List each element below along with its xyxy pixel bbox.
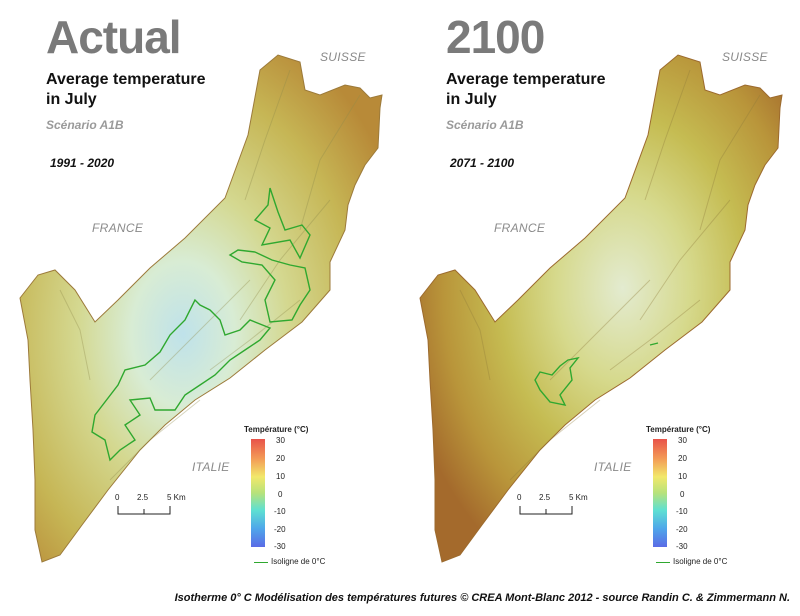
legend-tick: 30 <box>678 436 687 445</box>
legend-tick: -30 <box>676 542 688 551</box>
terrain-shape <box>19 54 383 563</box>
panel-2100: 2100 Average temperature in July Scénari… <box>400 0 800 585</box>
period-label: 2071 - 2100 <box>450 156 515 170</box>
terrain-map-actual <box>19 54 383 563</box>
scale-tick-0: 0 <box>517 493 522 502</box>
isoline-zero <box>91 187 311 462</box>
subtitle: Average temperature in July <box>446 70 646 110</box>
legend-title: Température (°C) <box>646 425 711 434</box>
scale-tick-mid: 2.5 <box>539 493 551 502</box>
country-suisse: SUISSE <box>320 50 366 64</box>
country-italie: ITALIE <box>594 460 632 474</box>
subtitle: Average temperature in July <box>46 70 246 110</box>
legend-tick: 10 <box>276 472 285 481</box>
country-france: FRANCE <box>92 221 144 235</box>
period-label: 1991 - 2020 <box>50 156 115 170</box>
isoline-swatch <box>254 562 268 563</box>
isoline-label: Isoligne de 0°C <box>673 557 728 566</box>
legend-tick: -10 <box>274 507 286 516</box>
legend-tick: 10 <box>678 472 687 481</box>
panel-title: Actual <box>46 11 182 63</box>
legend-title: Température (°C) <box>244 425 309 434</box>
scale-line <box>117 506 171 515</box>
terrain-map-2100 <box>419 54 783 563</box>
subtitle-line1: Average temperature <box>46 71 206 88</box>
isoline-zero <box>534 342 659 406</box>
subtitle-line2: in July <box>46 91 97 108</box>
scale-tick-end: 5 Km <box>569 493 588 502</box>
scale-line <box>519 506 573 515</box>
legend-tick: 20 <box>276 454 285 463</box>
subtitle-line2: in July <box>446 91 497 108</box>
scenario-label: Scénario A1B <box>46 118 124 132</box>
legend-tick: 0 <box>680 490 685 499</box>
caption: Isotherme 0° C Modélisation des températ… <box>174 592 790 604</box>
scale-tick-mid: 2.5 <box>137 493 149 502</box>
isoline-swatch <box>656 562 670 563</box>
panel-actual: Actual Average temperature in July Scéna… <box>0 0 400 585</box>
scenario-label: Scénario A1B <box>446 118 524 132</box>
legend-tick: 30 <box>276 436 285 445</box>
legend-tick: 20 <box>678 454 687 463</box>
ridge-shading <box>459 69 761 481</box>
legend-tick: -10 <box>676 507 688 516</box>
legend-tick: 0 <box>278 490 283 499</box>
legend-colorbar <box>653 439 667 547</box>
country-france: FRANCE <box>494 221 546 235</box>
country-italie: ITALIE <box>192 460 230 474</box>
panel-title: 2100 <box>446 11 545 63</box>
legend-tick: -20 <box>274 525 286 534</box>
scale-tick-0: 0 <box>115 493 120 502</box>
scale-tick-end: 5 Km <box>167 493 186 502</box>
isoline-label: Isoligne de 0°C <box>271 557 326 566</box>
legend-tick: -20 <box>676 525 688 534</box>
country-suisse: SUISSE <box>722 50 768 64</box>
legend-colorbar <box>251 439 265 547</box>
terrain-shape <box>419 54 783 563</box>
legend-tick: -30 <box>274 542 286 551</box>
subtitle-line1: Average temperature <box>446 71 606 88</box>
ridge-shading <box>59 69 361 481</box>
